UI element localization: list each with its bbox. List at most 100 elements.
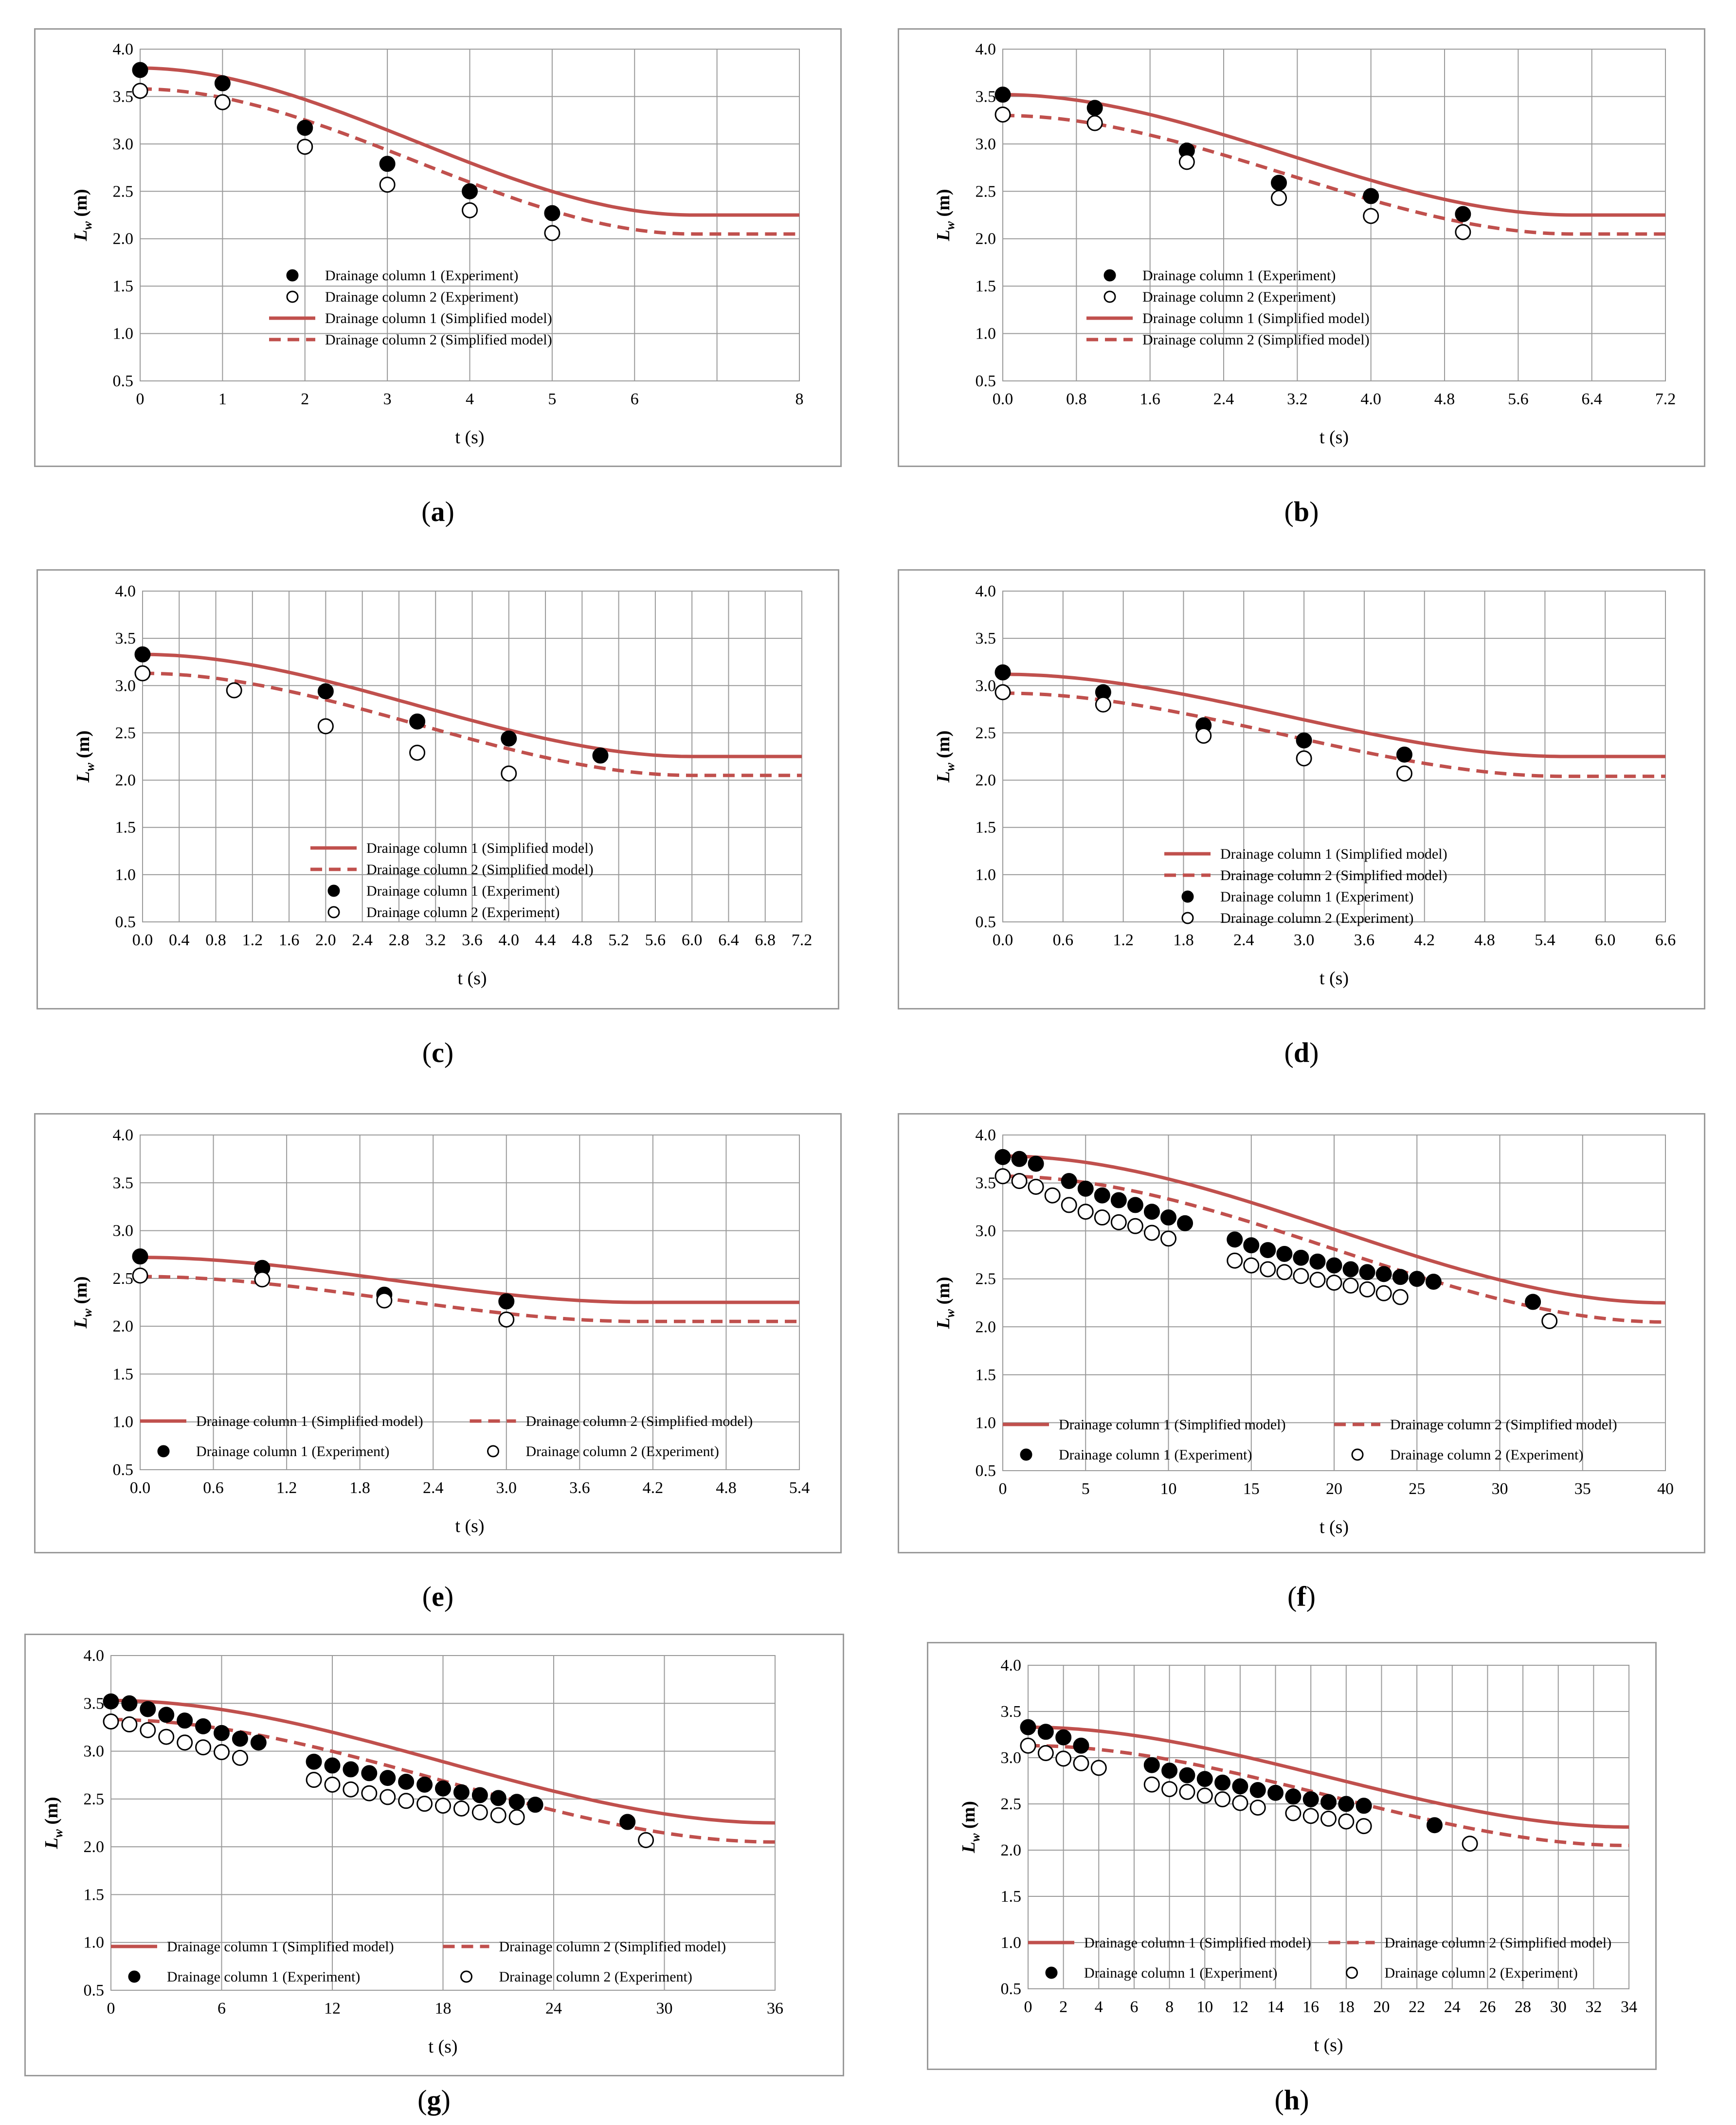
- experiment-point-column-2: [121, 1716, 138, 1733]
- experiment-point-column-1: [1028, 1155, 1044, 1172]
- experiment-point-column-1: [1525, 1294, 1541, 1310]
- x-tick-label: 3: [383, 390, 392, 408]
- experiment-point-column-1: [380, 1770, 396, 1786]
- x-tick-label: 1: [218, 390, 227, 408]
- experiment-point-column-1: [453, 1784, 470, 1801]
- chart-frame-f: 0.5 1.0 1.5 2.0 2.5 3.0 3.5 4.0 0 5 10 15 20 25 30 35 40…: [898, 1113, 1705, 1553]
- y-tick-label: 1.5: [976, 277, 996, 295]
- x-tick-label: 4.8: [716, 1479, 737, 1497]
- y-tick-label: 2.5: [113, 182, 134, 200]
- legend-symbol-experiment-2: [327, 906, 340, 918]
- model-line-column-1: [1003, 672, 1665, 758]
- model-line-column-1: [1028, 1725, 1629, 1829]
- experiment-point-column-1: [1061, 1173, 1077, 1189]
- y-axis-title-symbol: L: [933, 230, 954, 241]
- experiment-point-column-1: [1143, 1757, 1160, 1773]
- chart-e: 0.5 1.0 1.5 2.0 2.5 3.0 3.5 4.0 0.0 0.6 1.2 1.8 2.4 3…: [71, 1126, 810, 1536]
- x-tick-label: 3.6: [1354, 931, 1375, 949]
- legend-label-mod1: Drainage column 1 (Simplified model): [1084, 1935, 1311, 1951]
- x-tick-label: 12: [324, 1999, 341, 2017]
- y-axis-title-subscript: w: [943, 762, 957, 771]
- experiment-point-column-1: [1243, 1237, 1260, 1254]
- experiment-point-column-1: [1409, 1271, 1425, 1287]
- experiment-point-column-2: [544, 225, 561, 241]
- experiment-point-column-2: [995, 106, 1011, 123]
- x-tick-label: 1.2: [242, 931, 263, 949]
- legend-label-mod2: Drainage column 2 (Simplified model): [325, 332, 552, 348]
- y-tick-label: 3.0: [976, 677, 996, 695]
- experiment-point-column-2: [132, 1267, 148, 1284]
- experiment-point-column-2: [226, 682, 242, 699]
- legend-label-mod2: Drainage column 2 (Simplified model): [526, 1413, 753, 1429]
- experiment-point-column-2: [995, 1168, 1011, 1185]
- x-tick-label: 6.4: [1581, 390, 1602, 408]
- experiment-point-column-2: [1110, 1214, 1127, 1230]
- caption-h: (h): [1274, 2084, 1309, 2116]
- experiment-point-column-2: [1061, 1197, 1077, 1213]
- y-axis-title-symbol: L: [958, 1842, 979, 1854]
- experiment-point-column-2: [1077, 1204, 1094, 1220]
- y-axis-title-subscript: w: [80, 1308, 94, 1317]
- caption-c: (c): [422, 1037, 454, 1068]
- experiment-point-column-2: [1249, 1800, 1266, 1816]
- experiment-point-column-2: [306, 1772, 322, 1788]
- model-line-column-1: [140, 1256, 799, 1304]
- y-tick-label: 0.5: [976, 1462, 996, 1480]
- y-tick-label: 2.5: [976, 182, 996, 200]
- y-tick-label: 1.0: [976, 866, 996, 884]
- x-tick-label: 18: [435, 1999, 452, 2017]
- experiment-point-column-1: [103, 1693, 119, 1710]
- experiment-point-column-1: [177, 1712, 193, 1729]
- experiment-point-column-2: [1160, 1230, 1176, 1247]
- x-tick-label: 30: [1550, 1998, 1567, 2016]
- y-axis-title-subscript: w: [968, 1833, 982, 1842]
- x-tick-label: 0.0: [132, 931, 153, 949]
- y-axis-title-unit: (m): [958, 1801, 979, 1833]
- experiment-point-column-2: [379, 177, 396, 193]
- experiment-point-column-1: [1293, 1249, 1309, 1266]
- experiment-point-column-1: [1267, 1784, 1284, 1801]
- y-tick-label: 3.5: [976, 1174, 996, 1192]
- experiment-point-column-1: [1055, 1729, 1072, 1746]
- legend-symbol-experiment-2: [460, 1970, 472, 1983]
- legend-label-mod2: Drainage column 2 (Simplified model): [1390, 1417, 1617, 1433]
- y-tick-label: 3.5: [113, 1174, 134, 1192]
- legend-label-exp2: Drainage column 2 (Experiment): [366, 904, 560, 920]
- experiment-point-column-1: [140, 1701, 156, 1717]
- legend-symbol-experiment-1: [327, 884, 340, 897]
- y-tick-label: 3.0: [976, 135, 996, 153]
- legend-label-exp2: Drainage column 2 (Experiment): [526, 1443, 719, 1459]
- x-tick-label: 5.2: [608, 931, 629, 949]
- experiment-point-column-1: [1196, 1771, 1213, 1787]
- x-tick-label: 15: [1243, 1480, 1260, 1498]
- y-tick-label: 0.5: [1001, 1980, 1022, 1998]
- x-tick-label: 4.2: [1414, 931, 1435, 949]
- x-tick-label: 18: [1338, 1998, 1355, 2016]
- experiment-point-column-1: [995, 1149, 1011, 1165]
- legend-label-mod1: Drainage column 1 (Simplified model): [366, 840, 594, 856]
- experiment-point-column-1: [121, 1695, 138, 1711]
- y-axis-title: Lw (m): [41, 1797, 65, 1849]
- y-axis-title: Lw (m): [958, 1801, 982, 1854]
- experiment-point-column-2: [498, 1311, 515, 1328]
- experiment-point-column-2: [490, 1807, 506, 1823]
- experiment-point-column-2: [1090, 1760, 1107, 1776]
- legend-symbol-experiment-2: [286, 290, 299, 303]
- experiment-point-column-1: [1249, 1782, 1266, 1798]
- experiment-point-column-2: [1178, 154, 1195, 170]
- x-tick-label: 2.4: [1233, 931, 1254, 949]
- experiment-point-column-2: [409, 744, 426, 761]
- y-tick-label: 1.5: [115, 819, 136, 837]
- y-tick-label: 4.0: [1001, 1657, 1022, 1675]
- x-tick-label: 0.4: [169, 931, 190, 949]
- y-tick-label: 2.5: [976, 724, 996, 742]
- chart-frame-b: 0.5 1.0 1.5 2.0 2.5 3.0 3.5 4.0 0.0 0.8 1.6 2.4 3.2 4…: [898, 28, 1705, 467]
- y-axis-title: Lw (m): [73, 730, 97, 783]
- experiment-point-column-2: [324, 1776, 341, 1793]
- legend-label-exp1: Drainage column 1 (Experiment): [1142, 268, 1336, 284]
- x-tick-label: 6: [631, 390, 639, 408]
- legend-label-exp1: Drainage column 1 (Experiment): [366, 883, 560, 899]
- x-tick-label: 0.8: [205, 931, 226, 949]
- experiment-point-column-1: [1037, 1724, 1054, 1740]
- experiment-point-column-2: [1320, 1810, 1337, 1827]
